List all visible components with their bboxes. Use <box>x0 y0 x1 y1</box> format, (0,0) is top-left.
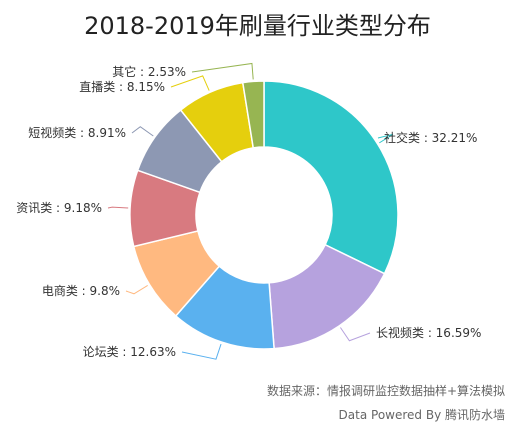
powered-by-note: Data Powered By 腾讯防水墙 <box>338 408 505 422</box>
leader-line-7 <box>170 75 210 91</box>
slice-label-6: 短视频类 : 8.91% <box>28 125 126 140</box>
donut-slices <box>129 80 399 350</box>
leader-line-8 <box>191 62 254 80</box>
slice-label-8: 其它 : 2.53% <box>112 64 186 79</box>
leader-line-6 <box>131 126 154 137</box>
slice-label-4: 电商类 : 9.8% <box>42 283 120 298</box>
leader-line-3 <box>181 343 222 360</box>
slice-label-1: 社交类 : 32.21% <box>384 130 477 145</box>
leader-line-4 <box>125 285 148 295</box>
slice-label-5: 资讯类 : 9.18% <box>16 201 102 215</box>
slice-label-3: 论坛类 : 12.63% <box>83 345 176 359</box>
slice-label-7: 直播类 : 8.15% <box>79 80 165 94</box>
leader-line-2 <box>339 327 371 342</box>
label-leader-lines <box>107 62 394 360</box>
slice-labels: 社交类 : 32.21% 长视频类 : 16.59% 论坛类 : 12.63% 电商类… <box>16 64 481 359</box>
data-source-note: 数据来源：情报调研监控数据抽样+算法模拟 <box>266 384 505 398</box>
leader-line-1 <box>377 133 394 144</box>
leader-line-5 <box>107 206 129 209</box>
slice-label-2: 长视频类 : 16.59% <box>376 325 481 340</box>
slice-1 <box>263 80 399 275</box>
chart-title: 2018-2019年刷量行业类型分布 <box>84 12 431 40</box>
slice-8 <box>241 80 265 149</box>
